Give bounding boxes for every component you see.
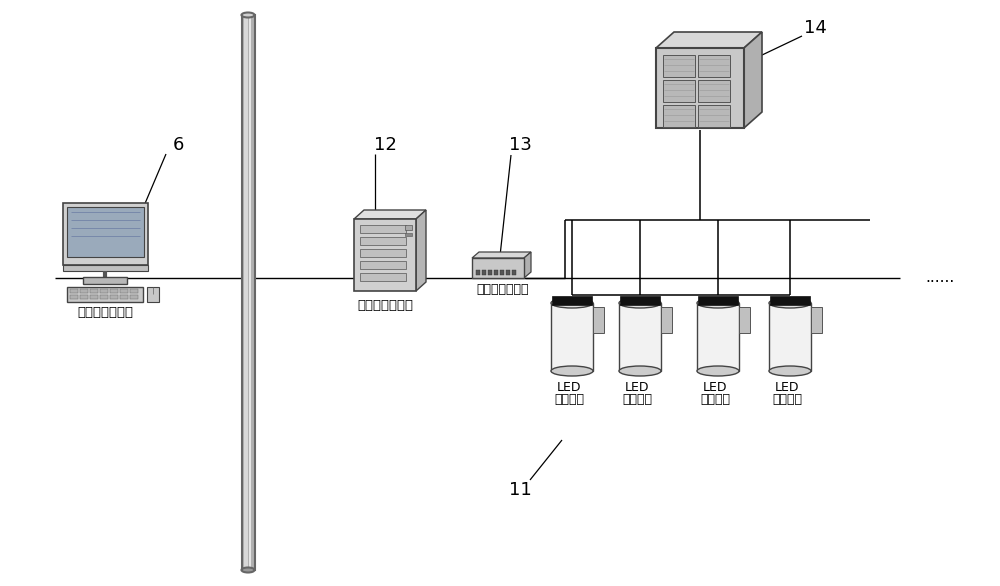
Bar <box>552 296 592 305</box>
Bar <box>500 270 504 275</box>
Bar <box>100 295 108 299</box>
Ellipse shape <box>769 298 811 308</box>
Text: LED: LED <box>775 381 799 394</box>
Bar <box>147 287 159 302</box>
Polygon shape <box>656 32 762 48</box>
Bar <box>242 15 255 570</box>
Bar <box>811 307 822 333</box>
Ellipse shape <box>242 567 254 573</box>
Bar <box>482 270 486 275</box>
Bar <box>488 270 492 275</box>
Bar <box>620 296 660 305</box>
Bar <box>110 295 118 299</box>
Text: 6: 6 <box>172 136 184 154</box>
Bar <box>593 307 604 333</box>
Bar <box>120 295 128 299</box>
Bar <box>698 80 730 102</box>
Text: 12: 12 <box>374 136 396 154</box>
Bar <box>70 289 78 293</box>
Text: LED: LED <box>625 381 649 394</box>
Bar <box>354 219 416 291</box>
Bar <box>656 48 744 128</box>
Ellipse shape <box>619 366 661 376</box>
Bar <box>476 270 480 275</box>
Bar <box>110 289 118 293</box>
Bar <box>472 258 524 278</box>
Bar <box>770 296 810 305</box>
Bar <box>360 261 406 269</box>
Bar <box>67 287 143 302</box>
Text: 13: 13 <box>509 136 531 154</box>
Polygon shape <box>472 252 531 258</box>
Bar <box>244 16 248 569</box>
Bar <box>90 289 98 293</box>
Text: 11: 11 <box>509 481 531 499</box>
Bar <box>67 207 144 257</box>
Bar <box>63 265 148 271</box>
Text: 中央控制服务器: 中央控制服务器 <box>77 306 133 319</box>
Bar <box>90 295 98 299</box>
Bar <box>360 225 406 233</box>
Bar <box>130 295 138 299</box>
Bar <box>506 270 510 275</box>
Bar <box>130 289 138 293</box>
Bar <box>698 296 738 305</box>
Polygon shape <box>416 210 426 291</box>
Polygon shape <box>354 210 426 219</box>
Bar <box>405 225 412 230</box>
Bar <box>663 105 695 127</box>
Bar <box>360 237 406 245</box>
Text: 准直光源: 准直光源 <box>772 393 802 406</box>
Bar <box>769 303 811 371</box>
Bar <box>663 55 695 77</box>
Bar <box>697 303 739 371</box>
Bar <box>619 303 661 371</box>
Bar <box>739 307 750 333</box>
Bar <box>70 295 78 299</box>
Bar <box>63 203 148 265</box>
Ellipse shape <box>619 298 661 308</box>
Bar <box>120 289 128 293</box>
Ellipse shape <box>697 366 739 376</box>
Bar <box>360 273 406 281</box>
Text: 准直光源: 准直光源 <box>700 393 730 406</box>
Text: 14: 14 <box>804 19 826 37</box>
Text: 准直光源: 准直光源 <box>554 393 584 406</box>
Bar <box>494 270 498 275</box>
Polygon shape <box>744 32 762 128</box>
Ellipse shape <box>697 298 739 308</box>
Text: LED: LED <box>557 381 581 394</box>
Bar <box>360 249 406 257</box>
Bar <box>663 80 695 102</box>
Bar <box>698 55 730 77</box>
Bar <box>80 295 88 299</box>
Bar <box>661 307 672 333</box>
Bar <box>100 289 108 293</box>
Text: 光源控制服务器: 光源控制服务器 <box>357 299 413 312</box>
Bar <box>83 277 127 284</box>
Bar <box>698 105 730 127</box>
Text: 光源同步控制器: 光源同步控制器 <box>477 283 529 296</box>
Text: ......: ...... <box>925 271 955 285</box>
Ellipse shape <box>551 298 593 308</box>
Bar <box>551 303 593 371</box>
Bar <box>80 289 88 293</box>
Ellipse shape <box>551 366 593 376</box>
Bar <box>512 270 516 275</box>
Polygon shape <box>524 252 531 278</box>
Ellipse shape <box>769 366 811 376</box>
Bar <box>249 16 251 569</box>
Ellipse shape <box>242 12 254 18</box>
Bar <box>405 233 412 236</box>
Text: LED: LED <box>703 381 727 394</box>
Text: 准直光源: 准直光源 <box>622 393 652 406</box>
